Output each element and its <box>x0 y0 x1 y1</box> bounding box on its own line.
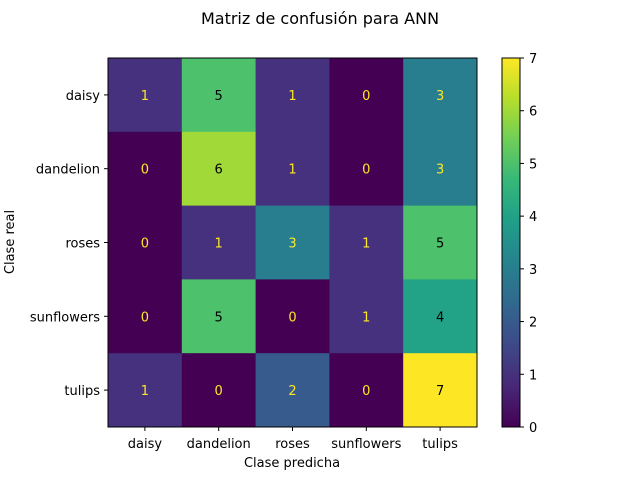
x-tick-label: tulips <box>422 437 458 452</box>
heatmap-cell <box>181 131 257 207</box>
cell-value-label: 6 <box>215 163 223 178</box>
heatmap-cell <box>255 58 330 133</box>
cell-value-label: 0 <box>288 310 296 325</box>
heatmap-cell <box>403 131 478 207</box>
x-tick-label: roses <box>275 437 310 452</box>
cell-value-label: 0 <box>141 163 149 178</box>
y-tick-label: tulips <box>64 384 100 399</box>
cell-value-label: 2 <box>288 384 296 399</box>
colorbar-tick-label: 3 <box>529 263 537 278</box>
cell-value-label: 1 <box>141 384 149 399</box>
colorbar-tick-label: 0 <box>529 421 537 436</box>
cell-value-label: 3 <box>436 163 444 178</box>
y-axis-ticks: daisy dandelion roses sunflowers tulips <box>30 89 108 399</box>
heatmap-cell <box>255 279 330 354</box>
y-tick-label: daisy <box>66 89 101 104</box>
heatmap-cell <box>255 131 330 207</box>
heatmap-cell <box>181 58 257 133</box>
cell-value-label: 0 <box>362 384 370 399</box>
colorbar-tick-label: 4 <box>529 210 537 225</box>
cell-value-label: 3 <box>288 237 296 252</box>
colorbar-tick-label: 5 <box>529 157 537 172</box>
heatmap-cell <box>181 353 257 428</box>
heatmap-cell <box>403 353 478 428</box>
heatmap-cell <box>255 353 330 428</box>
y-axis-label: Clase real <box>3 210 18 274</box>
cell-value-label: 0 <box>215 384 223 399</box>
cell-value-label: 0 <box>141 237 149 252</box>
cell-value-label: 5 <box>215 310 223 325</box>
heatmap-cell <box>181 279 257 354</box>
heatmap-cell <box>329 205 404 280</box>
heatmap-cell <box>255 205 330 280</box>
cell-value-label: 3 <box>436 89 444 104</box>
heatmap-cell <box>329 279 404 354</box>
chart-title: Matriz de confusión para ANN <box>201 9 439 28</box>
x-tick-label: sunflowers <box>331 437 401 452</box>
colorbar <box>501 57 521 428</box>
colorbar-tick-label: 1 <box>529 368 537 383</box>
cell-value-label: 1 <box>141 89 149 104</box>
y-tick-label: dandelion <box>36 163 100 178</box>
heatmap-cells: 1 5 1 0 3 0 6 1 0 3 0 1 3 1 5 0 5 0 1 4 1 0 2 0 7 <box>108 58 478 428</box>
heatmap-cell <box>108 279 183 354</box>
heatmap-cell <box>108 353 183 428</box>
colorbar-tick-label: 7 <box>529 52 537 67</box>
colorbar-ticks: 0 1 2 3 4 5 6 7 <box>520 52 537 436</box>
x-tick-label: daisy <box>128 437 163 452</box>
heatmap-cell <box>329 131 404 207</box>
cell-value-label: 1 <box>288 163 296 178</box>
cell-value-label: 1 <box>362 310 370 325</box>
cell-value-label: 5 <box>436 237 444 252</box>
x-tick-label: dandelion <box>187 437 251 452</box>
heatmap-cell <box>108 131 183 207</box>
heatmap-cell <box>181 205 257 280</box>
cell-value-label: 0 <box>141 310 149 325</box>
cell-value-label: 1 <box>288 89 296 104</box>
colorbar-tick-label: 2 <box>529 316 537 331</box>
cell-value-label: 4 <box>436 310 444 325</box>
cell-value-label: 1 <box>362 237 370 252</box>
heatmap-cell <box>329 353 404 428</box>
heatmap-cell <box>108 205 183 280</box>
cell-value-label: 1 <box>215 237 223 252</box>
heatmap-cell <box>329 58 404 133</box>
cell-value-label: 5 <box>215 89 223 104</box>
y-tick-label: roses <box>65 237 100 252</box>
y-tick-label: sunflowers <box>30 310 100 325</box>
heatmap-cell <box>403 205 478 280</box>
colorbar-tick-label: 6 <box>529 105 537 120</box>
cell-value-label: 0 <box>362 163 370 178</box>
x-axis-ticks: daisy dandelion roses sunflowers tulips <box>128 427 458 452</box>
heatmap-cell <box>403 279 478 354</box>
heatmap-cell <box>108 58 183 133</box>
x-axis-label: Clase predicha <box>244 456 340 471</box>
cell-value-label: 7 <box>436 384 444 399</box>
heatmap-cell <box>403 58 478 133</box>
cell-value-label: 0 <box>362 89 370 104</box>
